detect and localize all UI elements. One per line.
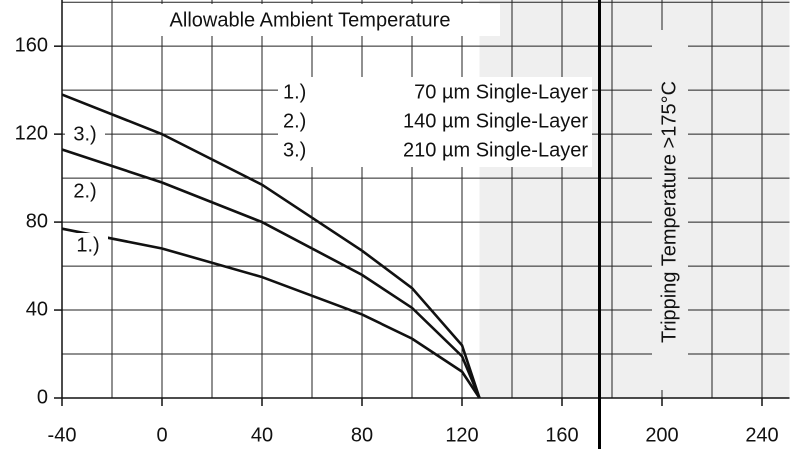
legend-key: 3.) [283, 139, 306, 161]
x-tick-label: 120 [445, 424, 478, 446]
shaded-region [479, 0, 790, 398]
title-bg [120, 4, 500, 36]
legend-key: 2.) [283, 110, 306, 132]
x-tick-label: -40 [48, 424, 77, 446]
y-tick-label: 0 [37, 386, 48, 408]
legend-label: 210 µm Single-Layer [403, 139, 588, 161]
y-tick-label: 40 [26, 298, 48, 320]
curve-label-bg [65, 122, 105, 148]
curve-label-bg [68, 233, 108, 259]
curve [61, 148, 481, 399]
curve-label: 2.) [73, 180, 96, 202]
y-tick-label: 120 [15, 122, 48, 144]
x-tick-label: 160 [545, 424, 578, 446]
x-tick-label: 200 [645, 424, 678, 446]
chart-title: Allowable Ambient Temperature [170, 9, 451, 31]
curve-label: 3.) [73, 123, 96, 145]
y-tick-label: 80 [26, 210, 48, 232]
legend-bg [278, 77, 592, 167]
curve [61, 93, 481, 399]
curve-label: 1.) [76, 234, 99, 256]
x-tick-label: 240 [745, 424, 778, 446]
legend-label: 70 µm Single-Layer [414, 81, 588, 103]
x-tick-label: 40 [251, 424, 273, 446]
x-tick-label: 80 [351, 424, 373, 446]
limit-label-bg [652, 30, 688, 390]
x-tick-label: 0 [156, 424, 167, 446]
y-tick-label: 160 [15, 34, 48, 56]
curve [61, 227, 481, 399]
curve-label-bg [65, 179, 105, 205]
legend-label: 140 µm Single-Layer [403, 110, 588, 132]
limit-label: Tripping Temperature >175°C [658, 81, 680, 343]
legend-key: 1.) [283, 81, 306, 103]
